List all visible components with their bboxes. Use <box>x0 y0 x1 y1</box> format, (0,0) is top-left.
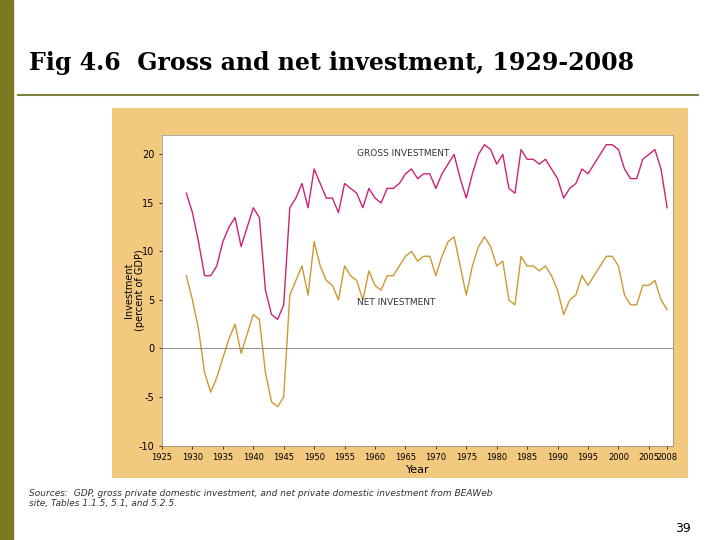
Y-axis label: Investment
(percent of GDP): Investment (percent of GDP) <box>124 249 145 331</box>
Text: NET INVESTMENT: NET INVESTMENT <box>356 298 435 307</box>
Text: Sources:  GDP, gross private domestic investment, and net private domestic inves: Sources: GDP, gross private domestic inv… <box>29 489 492 508</box>
Text: GROSS INVESTMENT: GROSS INVESTMENT <box>356 150 449 158</box>
Text: 39: 39 <box>675 522 691 535</box>
Text: Fig 4.6  Gross and net investment, 1929-2008: Fig 4.6 Gross and net investment, 1929-2… <box>29 51 634 75</box>
X-axis label: Year: Year <box>406 465 429 475</box>
